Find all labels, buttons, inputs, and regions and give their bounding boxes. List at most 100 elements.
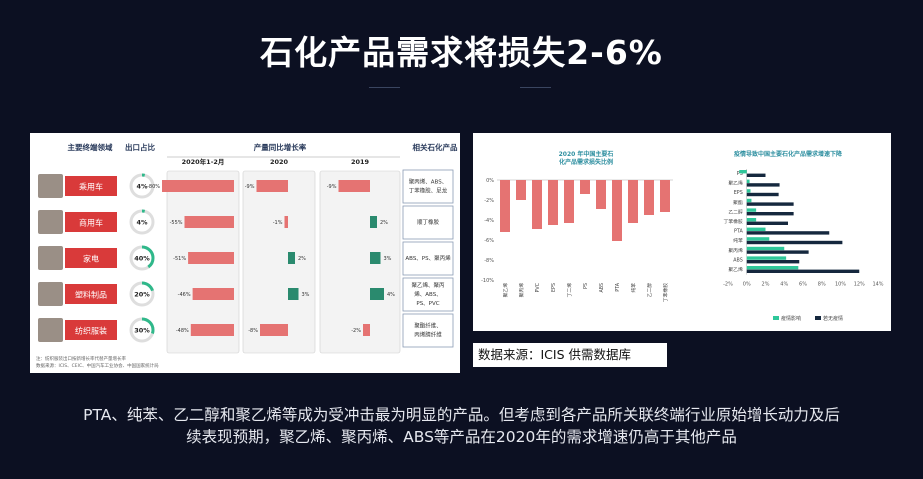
chart2-category-label: 聚酯	[733, 200, 743, 206]
sector-label-box	[65, 212, 117, 232]
growth-bar	[188, 252, 234, 264]
chart1-bar	[644, 180, 654, 215]
sector-label: 乘用车	[79, 182, 103, 192]
summary-caption-line-2: 续表现预期，聚乙烯、聚丙烯、ABS等产品在2020年的需求增速仍高于其他产品	[186, 428, 737, 446]
chart2-legend-swatch	[773, 316, 779, 320]
chart1-bar	[500, 180, 510, 232]
chart2-bar	[746, 221, 788, 225]
growth-bar	[288, 288, 299, 300]
product-label: ABS、PS、聚丙烯	[405, 254, 451, 262]
chart1-category-label: PS	[583, 283, 589, 289]
chart1-bar	[564, 180, 574, 223]
chart2-xtick: 2%	[762, 282, 770, 288]
chart2-bar	[746, 231, 830, 235]
period-column-bg	[319, 170, 401, 354]
sector-label-box	[65, 176, 117, 196]
export-share: 40%	[134, 255, 150, 263]
chart1-bar	[628, 180, 638, 223]
chart1-category-label: ABS	[599, 283, 605, 293]
growth-label: -55%	[170, 220, 183, 226]
chart2-bar	[746, 227, 766, 231]
column-header: 产量同比增长率	[254, 142, 307, 152]
chart2-bar	[746, 183, 780, 187]
chart2-bar	[746, 189, 751, 193]
chart1-category-label: PTA	[615, 282, 621, 291]
growth-label: 2%	[298, 256, 306, 262]
footnote: 注：纺织服装出口按新增长率代替产量增长率	[36, 355, 126, 362]
period-header: 2019	[351, 158, 370, 166]
growth-label: 4%	[387, 292, 395, 298]
chart1-title: 化产品需求损失比例	[559, 158, 613, 166]
chart1-category-label: EPS	[551, 283, 557, 292]
period-header: 2020年1-2月	[182, 157, 225, 166]
product-label: 聚乙烯、聚丙	[411, 281, 445, 289]
chart2-bar	[746, 240, 843, 245]
column-header: 出口占比	[125, 142, 155, 152]
chart1-category-label: 聚乙烯	[502, 283, 509, 298]
chart2-bar	[746, 198, 752, 203]
chart2-bar	[746, 266, 799, 270]
chart2-category-label: 聚乙烯	[728, 180, 743, 187]
chart2-category-label: PTA	[734, 229, 743, 235]
growth-label: 2%	[380, 220, 388, 226]
title-divider-right	[520, 87, 551, 88]
chart2-bar	[739, 170, 747, 174]
chart1-ytick: -4%	[484, 218, 494, 224]
summary-caption: PTA、纯苯、乙二醇和聚乙烯等成为受冲击最为明显的产品。但考虑到各产品所关联终端…	[60, 404, 863, 448]
chart1-bar	[516, 180, 526, 200]
chart1-bar	[596, 180, 606, 209]
export-ring-fill	[129, 281, 155, 307]
chart2-legend-label: 疫情影响	[781, 315, 801, 322]
growth-label: -51%	[173, 256, 186, 262]
column-header: 主要终端领域	[68, 142, 113, 152]
growth-bar	[363, 324, 370, 336]
chart1-category-label: 聚丙烯	[518, 283, 525, 298]
sector-label-box	[65, 320, 117, 340]
sector-label: 家电	[83, 254, 99, 264]
product-box	[402, 277, 454, 312]
product-label: 丁苯橡胶、尼龙	[409, 187, 448, 195]
chart2-category-label: 聚丙烯	[728, 247, 743, 254]
chart1-bar	[532, 180, 542, 229]
period-column-bg	[242, 170, 316, 354]
growth-bar	[260, 324, 288, 336]
growth-bar	[284, 216, 288, 228]
growth-bar	[370, 288, 384, 300]
growth-label: -9%	[327, 184, 337, 190]
footnote: 数据来源：ICIS、CEIC、中国汽车工业协会、中国国家统计局	[36, 362, 159, 369]
chart2-xtick: 14%	[872, 282, 883, 288]
sector-photo	[38, 246, 63, 270]
growth-bar	[338, 180, 370, 192]
sector-label: 纺织服装	[75, 326, 107, 336]
chart2-bar	[746, 260, 800, 264]
product-label: 聚丙烯、ABS、	[409, 178, 447, 186]
chart2-bar	[746, 256, 787, 260]
chart2-category-label: 乙二醇	[728, 208, 743, 215]
growth-bar	[190, 324, 234, 336]
growth-label: -48%	[176, 328, 189, 334]
product-box	[402, 169, 454, 204]
data-source-note: 数据来源：ICIS 供需数据库	[473, 343, 667, 367]
chart2-bar	[746, 173, 766, 177]
export-share: 20%	[134, 291, 150, 299]
chart2-bar	[746, 269, 860, 273]
chart1-category-label: 纯苯	[630, 283, 637, 293]
export-share: 4%	[136, 219, 148, 227]
page-title: 石化产品需求将损失2-6%	[260, 33, 663, 72]
sector-label: 塑料制品	[75, 290, 107, 300]
export-share: 30%	[134, 327, 150, 335]
growth-label: 3%	[384, 256, 392, 262]
export-ring-fill	[129, 173, 155, 199]
product-label: 顺丁橡胶	[417, 218, 440, 226]
summary-caption-line-1: PTA、纯苯、乙二醇和聚乙烯等成为受冲击最为明显的产品。但考虑到各产品所关联终端…	[83, 406, 840, 424]
chart2-xtick: -2%	[723, 282, 733, 288]
sector-label: 商用车	[79, 218, 103, 228]
chart1-category-label: PVC	[535, 282, 541, 292]
title-divider-left	[369, 87, 400, 88]
chart2-title: 疫情导致中国主要石化产品需求增速下降	[734, 150, 843, 158]
growth-bar	[370, 216, 377, 228]
chart2-category-label: 聚乙烯	[728, 266, 743, 273]
chart1-category-label: 乙二醇	[646, 283, 653, 298]
chart1-ytick: -6%	[484, 238, 494, 244]
chart2-xtick: 8%	[818, 282, 826, 288]
